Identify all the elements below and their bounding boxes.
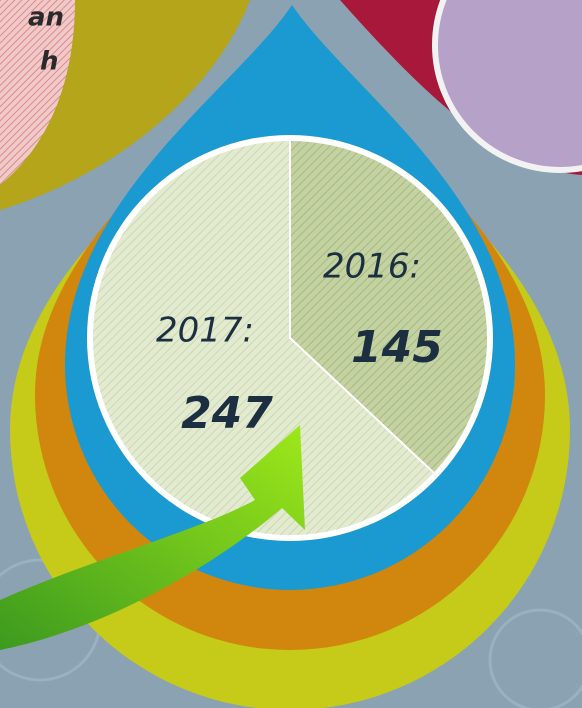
value-label: 145 xyxy=(351,322,443,373)
annotation: an xyxy=(28,3,64,33)
slice-label: 2017: xyxy=(156,311,254,351)
slice-label: 2016: xyxy=(323,247,421,287)
chart: an h 2016: 145 2017: 247 xyxy=(0,0,582,708)
value-label: 247 xyxy=(181,388,273,439)
annotation: h xyxy=(40,47,59,77)
